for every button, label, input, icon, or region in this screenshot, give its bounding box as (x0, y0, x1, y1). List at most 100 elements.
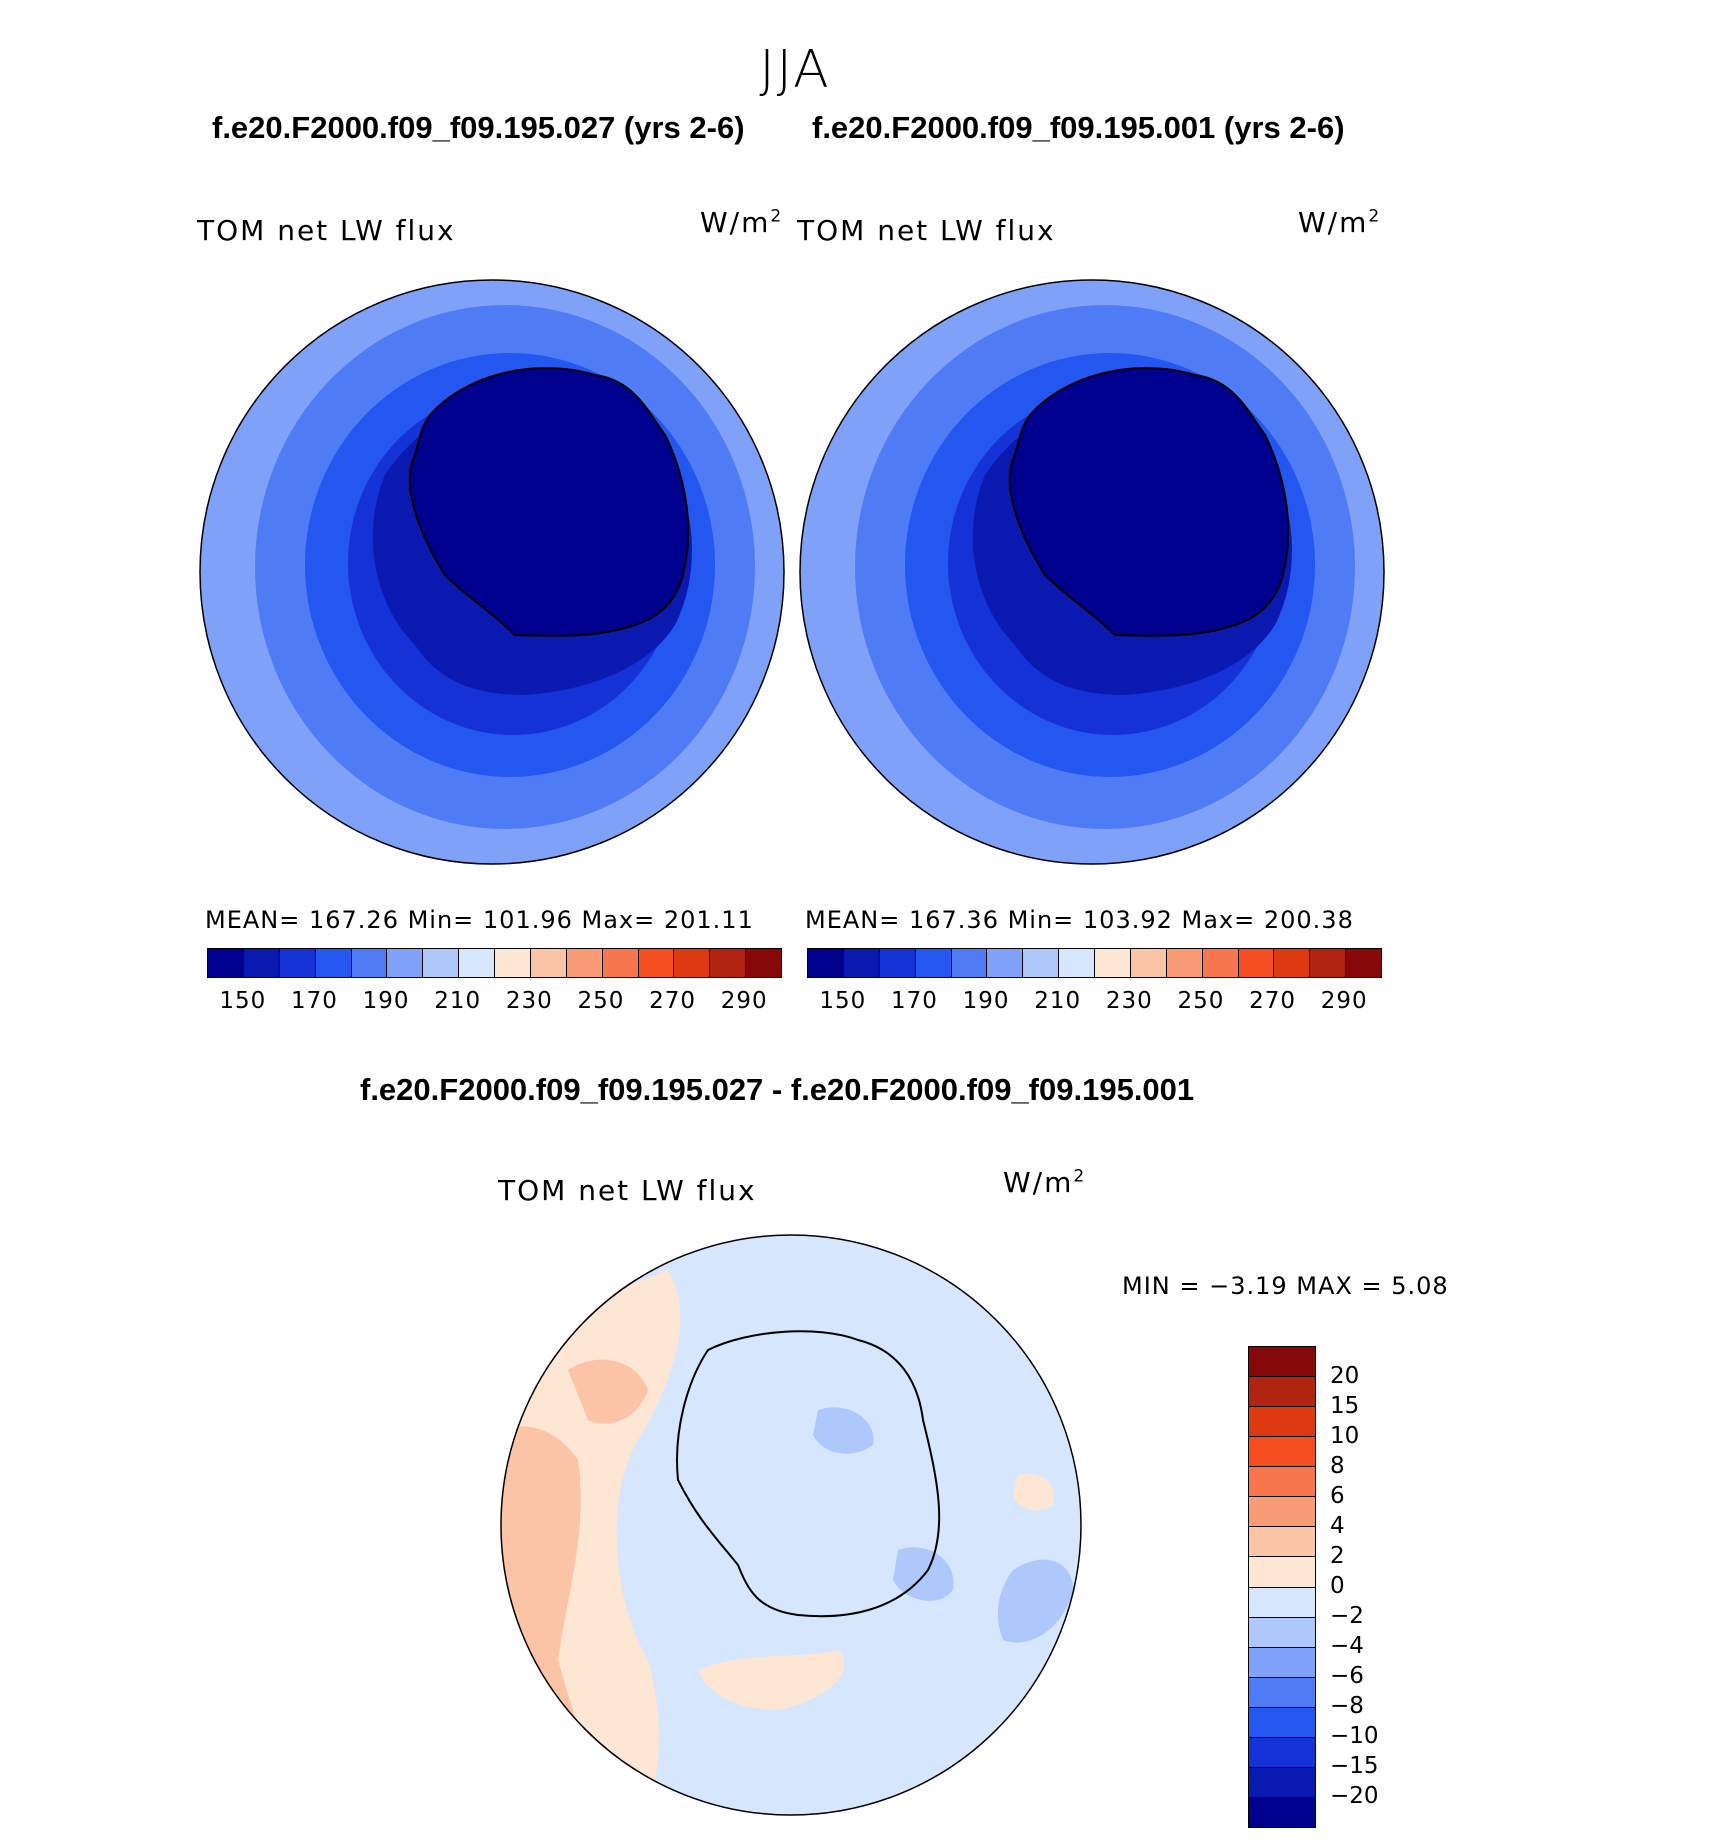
diff-colorbar-swatch (1249, 1647, 1315, 1678)
panel2-map-border (799, 279, 1385, 865)
panel1-colorbar-swatch (459, 949, 495, 977)
panel2-colorbar-swatch (1095, 949, 1131, 977)
diff-colorbar-swatch (1249, 1737, 1315, 1768)
panel2-colorbar-swatch (1166, 949, 1203, 977)
panel2-colorbar-swatch (1238, 949, 1275, 977)
diff-variable-label: TOM net LW flux (498, 1174, 757, 1207)
panel2-colorbar-swatch (915, 949, 952, 977)
diff-colorbar-swatch (1249, 1407, 1315, 1438)
panel2-stats: MEAN= 167.36 Min= 103.92 Max= 200.38 (805, 906, 1354, 934)
diff-map-border (500, 1234, 1082, 1816)
panel1-colorbar-swatch (602, 949, 639, 977)
panel1-variable-label: TOM net LW flux (197, 214, 456, 247)
diff-colorbar-swatch (1249, 1797, 1315, 1827)
panel2-polar-map (799, 279, 1385, 865)
diff-region-0-to-2-c (1013, 1474, 1054, 1511)
panel1-colorbar-tick-label: 190 (362, 988, 410, 1014)
diff-colorbar-swatch (1249, 1497, 1315, 1528)
diff-colorbar-tick-label: 10 (1330, 1423, 1360, 1449)
diff-region-0-to-2-b (698, 1650, 845, 1710)
panel2-colorbar-tick-label: 210 (1034, 988, 1082, 1014)
panel1-colorbar-swatch (387, 949, 424, 977)
diff-region-2-to-4-b (568, 1359, 648, 1424)
panel1-colorbar-tick-label: 210 (434, 988, 482, 1014)
panel2-colorbar-tick-label: 150 (819, 988, 867, 1014)
diff-colorbar-tick-label: 0 (1330, 1573, 1345, 1599)
diff-colorbar-swatch (1249, 1557, 1315, 1588)
diff-colorbar-tick-label: −8 (1330, 1693, 1364, 1719)
diff-colorbar-tick-label: 2 (1330, 1543, 1345, 1569)
panel2-colorbar-swatch (1023, 949, 1060, 977)
diff-colorbar-tick-label: −6 (1330, 1663, 1364, 1689)
panel1-colorbar-tick-label: 250 (577, 988, 625, 1014)
panel1-antarctica-coastline (408, 367, 690, 637)
panel2-colorbar-swatch (951, 949, 988, 977)
diff-colorbar-tick-label: −10 (1330, 1723, 1379, 1749)
diff-colorbar-swatch (1249, 1587, 1315, 1618)
diff-colorbar-swatch (1249, 1377, 1315, 1408)
panel1-colorbar-swatch (208, 949, 244, 977)
panel2-colorbar-swatch (843, 949, 880, 977)
diff-min-max: MIN = −3.19 MAX = 5.08 (1122, 1272, 1449, 1300)
diff-colorbar-swatch (1249, 1707, 1315, 1738)
panel2-band-140 (1009, 368, 1289, 636)
panel1-colorbar-swatch (423, 949, 460, 977)
panel1-colorbar-swatch (495, 949, 531, 977)
diff-colorbar-tick-label: 20 (1330, 1363, 1360, 1389)
diff-colorbar-tick-label: −20 (1330, 1783, 1379, 1809)
panel1-band-140 (409, 368, 689, 636)
diff-colorbar-swatch (1249, 1527, 1315, 1558)
panel1-colorbar-ticks: 150 170 190 210 230 250 270 290 (207, 988, 780, 1018)
panel2-antarctica-coastline (1008, 367, 1290, 637)
panel1-colorbar-tick-label: 230 (505, 988, 553, 1014)
panel1-colorbar-swatch (243, 949, 280, 977)
diff-colorbar-swatch (1249, 1347, 1315, 1378)
diff-region-neg2-to-neg4 (813, 1407, 874, 1454)
panel2-colorbar-swatch (1310, 949, 1347, 977)
panel1-stats: MEAN= 167.26 Min= 101.96 Max= 201.11 (205, 906, 754, 934)
diff-colorbar-tick-label: 4 (1330, 1513, 1345, 1539)
diff-colorbar-ticks: 20 15 10 8 6 4 2 0 −2 −4 −6 −8 −10 −15 −20 (1330, 1346, 1410, 1826)
panel2-colorbar-tick-label: 250 (1177, 988, 1225, 1014)
panel2-colorbar-swatch (808, 949, 844, 977)
diff-colorbar-swatch (1249, 1677, 1315, 1708)
panel2-colorbar-ticks: 150 170 190 210 230 250 270 290 (807, 988, 1380, 1018)
panel2-colorbar (807, 948, 1382, 978)
diff-antarctica-coastline (676, 1330, 941, 1618)
panel2-colorbar-swatch (1059, 949, 1095, 977)
panel2-colorbar-tick-label: 230 (1105, 988, 1153, 1014)
panel2-colorbar-swatch (1202, 949, 1239, 977)
diff-colorbar-swatch (1249, 1617, 1315, 1648)
panel2-colorbar-tick-label: 270 (1249, 988, 1297, 1014)
panel2-case-title: f.e20.F2000.f09_f09.195.001 (yrs 2-6) (812, 110, 1345, 145)
diff-colorbar-tick-label: 8 (1330, 1453, 1345, 1479)
panel1-colorbar-swatch (710, 949, 747, 977)
panel1-colorbar-swatch (566, 949, 603, 977)
panel2-colorbar-tick-label: 190 (962, 988, 1010, 1014)
panel1-colorbar-swatch (279, 949, 316, 977)
diff-colorbar-swatch (1249, 1767, 1315, 1798)
diff-region-neg2-to-neg4-c (997, 1559, 1073, 1643)
panel2-colorbar-swatch (987, 949, 1024, 977)
panel1-units: W/m2 (700, 206, 784, 239)
diff-title: f.e20.F2000.f09_f09.195.027 - f.e20.F200… (360, 1072, 1195, 1107)
panel2-colorbar-swatch (1346, 949, 1381, 977)
panel1-colorbar-swatch (351, 949, 388, 977)
panel2-colorbar-swatch (1130, 949, 1167, 977)
panel1-colorbar-tick-label: 270 (649, 988, 697, 1014)
diff-colorbar-tick-label: −2 (1330, 1603, 1364, 1629)
panel1-colorbar (207, 948, 782, 978)
diff-colorbar-tick-label: 15 (1330, 1393, 1360, 1419)
diff-polar-map (500, 1234, 1082, 1816)
panel1-polar-map (199, 279, 785, 865)
diff-colorbar-tick-label: 6 (1330, 1483, 1345, 1509)
panel1-colorbar-swatch (674, 949, 711, 977)
panel1-map-border (199, 279, 785, 865)
diff-colorbar-swatch (1249, 1437, 1315, 1468)
diff-colorbar (1248, 1346, 1316, 1828)
diff-colorbar-tick-label: −15 (1330, 1753, 1379, 1779)
panel1-case-title: f.e20.F2000.f09_f09.195.027 (yrs 2-6) (212, 110, 745, 145)
panel2-variable-label: TOM net LW flux (797, 214, 1056, 247)
panel2-colorbar-swatch (879, 949, 916, 977)
diff-colorbar-swatch (1249, 1467, 1315, 1498)
